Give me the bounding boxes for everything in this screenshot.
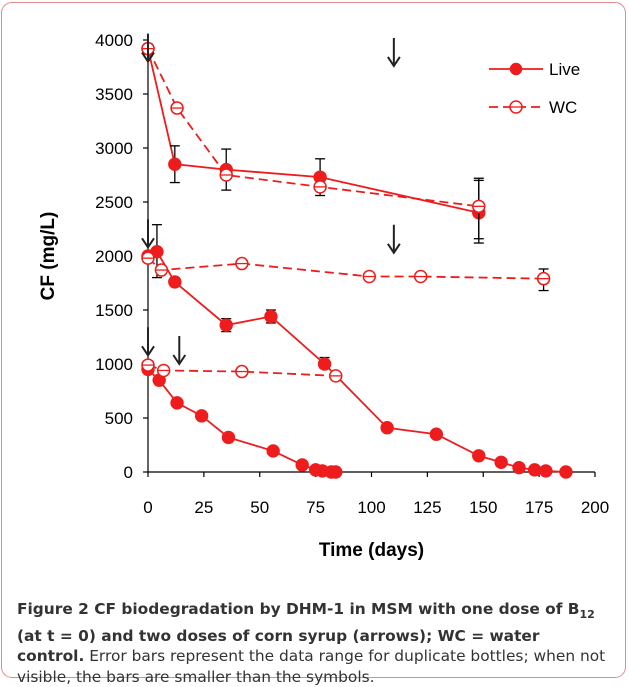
y-tick-label: 500 — [105, 409, 133, 428]
y-tick-label: 2500 — [95, 193, 133, 212]
caption-label: Figure 2 — [17, 600, 89, 618]
series-line-live — [147, 368, 336, 473]
data-point-live — [266, 444, 280, 458]
data-point-live — [168, 275, 182, 289]
caption-body: Error bars represent the data range for … — [17, 647, 606, 686]
data-point-live — [380, 421, 394, 435]
x-tick-label: 0 — [143, 498, 152, 517]
y-tick-label: 0 — [124, 463, 133, 482]
data-point-live — [219, 318, 233, 332]
series-line-live — [147, 48, 479, 214]
legend-label-live: Live — [549, 60, 580, 79]
series-line-live — [147, 250, 566, 473]
y-tick-label: 1000 — [95, 355, 133, 374]
x-tick-label: 125 — [413, 498, 441, 517]
data-point-live — [429, 427, 444, 441]
figure-caption: Figure 2 CF biodegradation by DHM-1 in M… — [17, 599, 612, 687]
dose-arrow-head — [141, 345, 155, 358]
y-tick-label: 4000 — [95, 31, 133, 50]
data-point-live — [512, 460, 526, 475]
y-tick-label: 3000 — [95, 139, 133, 158]
y-axis-title: CF (mg/L) — [38, 212, 59, 301]
dose-arrow-head — [387, 243, 401, 255]
dose-arrow-head — [141, 52, 155, 64]
data-point-live — [329, 465, 343, 479]
legend-marker-live — [509, 62, 523, 76]
dose-arrow-head — [141, 237, 155, 250]
data-point-live — [221, 430, 236, 445]
x-tick-label: 200 — [581, 498, 609, 517]
data-point-live — [559, 465, 573, 479]
data-point-live — [494, 455, 508, 469]
dose-arrow-head — [387, 56, 401, 68]
x-tick-label: 150 — [469, 498, 497, 517]
legend-label-wc: WC — [549, 98, 577, 117]
y-tick-label: 3500 — [95, 85, 133, 104]
caption-subscript: 12 — [579, 608, 595, 622]
x-tick-label: 75 — [306, 498, 325, 517]
y-tick-label: 2000 — [95, 247, 133, 266]
data-point-live — [264, 309, 278, 324]
data-point-live — [170, 396, 184, 410]
series-line-wc — [147, 364, 336, 377]
series-line-wc — [147, 48, 479, 208]
caption-title-part1: CF biodegradation by DHM-1 in MSM with o… — [88, 600, 580, 618]
x-tick-label: 25 — [194, 498, 213, 517]
x-tick-label: 175 — [525, 498, 553, 517]
x-axis-title: Time (days) — [319, 540, 424, 561]
data-point-live — [539, 464, 553, 478]
y-tick-label: 1500 — [95, 301, 133, 320]
x-tick-label: 50 — [250, 498, 269, 517]
data-point-live — [317, 357, 332, 371]
data-point-live — [295, 458, 309, 472]
chart: 0 500 1000 1500 2000 2500 3000 3500 4000 0 25 50 75 1… — [38, 31, 609, 561]
data-point-live — [527, 463, 542, 477]
caption-title-part2: (at t = 0) and two doses of corn syrup (… — [17, 626, 540, 666]
data-point-live — [472, 449, 486, 463]
dose-arrow-head — [172, 354, 187, 366]
series-line-wc — [147, 257, 544, 280]
x-tick-label: 100 — [357, 498, 385, 517]
data-point-live — [194, 409, 209, 423]
data-point-live — [168, 157, 182, 171]
